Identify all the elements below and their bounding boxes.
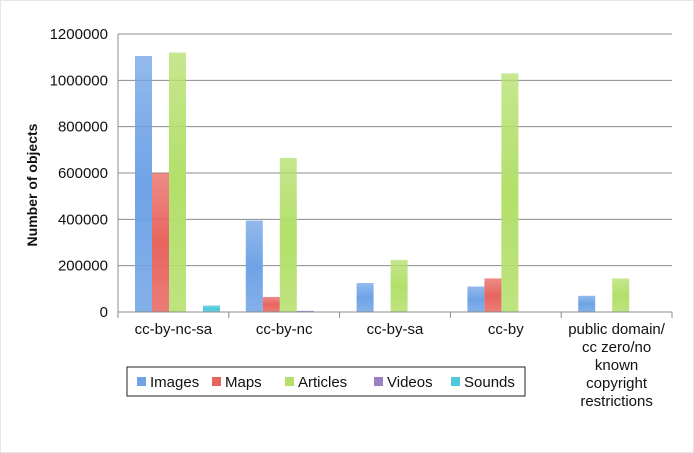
y-tick-label: 0 (100, 304, 108, 321)
axes (117, 34, 673, 318)
y-tick-label: 1200000 (50, 26, 108, 43)
legend: Images Maps Articles Videos Sounds (126, 366, 526, 397)
legend-label-sounds: Sounds (464, 374, 515, 391)
bar-images-cc-by (467, 286, 485, 312)
x-tick-label: cc-by (488, 321, 524, 338)
x-tick-label-line: cc-by (488, 321, 524, 338)
x-axis-ticks: cc-by-nc-sa cc-by-nc cc-by-sa cc-by public d… (135, 321, 666, 410)
x-tick-label: cc-by-nc-sa (135, 321, 213, 338)
x-tick-label-line: copyright (586, 375, 648, 392)
gridlines (118, 33, 672, 267)
y-tick-label: 800000 (58, 119, 108, 136)
bar-articles-cc-by-nc-sa (169, 52, 186, 313)
y-tick-label: 600000 (58, 165, 108, 182)
x-tick-label-line: cc-by-nc (256, 321, 313, 338)
legend-label-images: Images (150, 374, 199, 391)
y-tick-label: 1000000 (50, 72, 108, 89)
legend-swatch-maps (212, 377, 221, 386)
bar-images-cc-by-nc-sa (135, 56, 152, 313)
bar-articles-cc-by-nc (279, 157, 297, 312)
y-axis-title: Number of objects (24, 123, 40, 246)
bar-articles-public-domain (612, 278, 630, 312)
y-tick-label: 200000 (58, 258, 108, 275)
bar-images-cc-by-sa (356, 283, 374, 312)
bar-articles-cc-by (501, 73, 519, 312)
bar-articles-cc-by-sa (390, 259, 408, 312)
bar-maps-cc-by-nc (262, 296, 280, 312)
bar-images-public-domain (578, 295, 596, 312)
x-tick-label-line: cc zero/no (582, 339, 651, 356)
bar-images-cc-by-nc (245, 220, 263, 312)
legend-swatch-articles (285, 377, 294, 386)
x-tick-label-line: restrictions (580, 393, 653, 410)
legend-label-videos: Videos (387, 374, 433, 391)
x-tick-label-line: known (595, 357, 638, 374)
y-tick-label: 400000 (58, 211, 108, 228)
x-tick-label: public domain/cc zero/no known copyright re… (568, 321, 666, 410)
bar-maps-cc-by (484, 278, 502, 312)
bar-videos-cc-by-nc (296, 310, 314, 312)
y-axis-ticks: 0 200000 400000 600000 800000 1000000 1200000 (50, 26, 108, 321)
x-tick-label: cc-by-sa (367, 321, 424, 338)
legend-swatch-sounds (451, 377, 460, 386)
legend-label-articles: Articles (298, 374, 347, 391)
legend-swatch-videos (374, 377, 383, 386)
bar-sounds-cc-by-nc-sa (203, 305, 220, 312)
legend-label-maps: Maps (225, 374, 262, 391)
x-tick-label: cc-by-nc (256, 321, 313, 338)
x-tick-label-line: cc-by-sa (367, 321, 424, 338)
bars (135, 52, 630, 313)
bar-maps-cc-by-nc-sa (152, 173, 169, 312)
legend-swatch-images (137, 377, 146, 386)
x-tick-label-line: public domain/ (568, 321, 666, 338)
x-tick-label-line: cc-by-nc-sa (135, 321, 213, 338)
